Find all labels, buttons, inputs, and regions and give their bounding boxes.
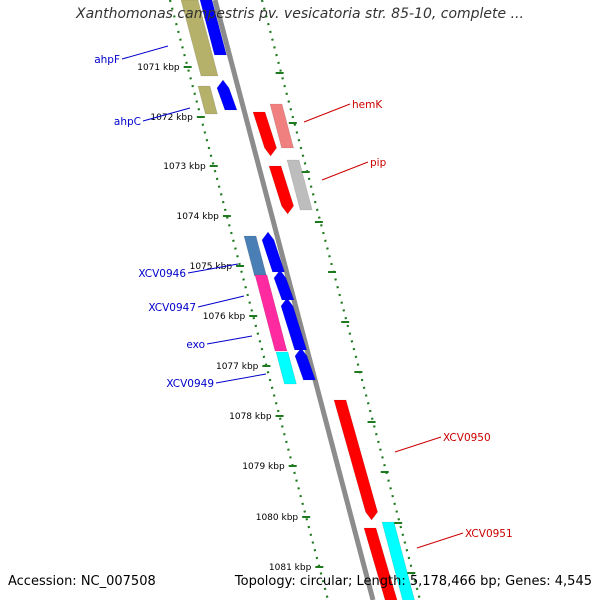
kbp-tick-label: 1078 kbp xyxy=(229,412,272,422)
gene-block-xcv0949 xyxy=(275,351,297,385)
kbp-tick-label: 1077 kbp xyxy=(216,362,259,372)
gene-label-exo: exo xyxy=(186,339,205,351)
kbp-tick-label: 1080 kbp xyxy=(256,513,299,523)
gene-block-hemk-a xyxy=(252,111,277,157)
gene-label-xcv0951: XCV0951 xyxy=(465,528,513,540)
gene-label-leader xyxy=(187,263,239,274)
kbp-tick-label: 1071 kbp xyxy=(137,63,180,73)
left-dotted-track xyxy=(168,0,330,600)
gene-features xyxy=(180,0,415,600)
gene-block-xcv0951 xyxy=(381,521,415,600)
gene-label-ahpf: ahpF xyxy=(94,54,120,66)
gene-block-xcv0950 xyxy=(333,399,378,521)
kbp-tick-label: 1076 kbp xyxy=(203,312,246,322)
gene-label-leader xyxy=(303,103,351,123)
gene-label-xcv0950: XCV0950 xyxy=(443,432,491,444)
gene-label-xcv0949: XCV0949 xyxy=(166,378,214,390)
gene-block-hemk xyxy=(269,103,294,149)
gene-label-leader xyxy=(206,335,253,345)
map-title: Xanthomonas campestris pv. vesicatoria s… xyxy=(76,6,524,22)
gene-block-ahpf xyxy=(180,0,219,77)
kbp-tick-label: 1079 kbp xyxy=(242,462,285,472)
gene-labels: ahpF ahpC XCV0946 XCV0947 exo XCV0949 hemK pip X… xyxy=(94,45,513,549)
gene-label-leader xyxy=(416,532,464,549)
gene-label-pip: pip xyxy=(370,157,387,169)
gene-label-xcv0947: XCV0947 xyxy=(148,302,196,314)
kbp-tick-label: 1073 kbp xyxy=(163,162,206,172)
kbp-tick-label: 1072 kbp xyxy=(150,113,193,123)
gene-label-leader xyxy=(197,295,245,308)
gene-label-leader xyxy=(321,161,369,181)
kbp-tick-label: 1074 kbp xyxy=(176,212,219,222)
gene-label-leader xyxy=(142,107,191,122)
gene-block-ahpc-b xyxy=(216,79,238,111)
gene-block-pip-a xyxy=(268,165,294,215)
gene-block-ahpc xyxy=(197,85,218,115)
gene-block-xcv0951-a xyxy=(363,527,398,600)
gene-block-xcv0949-b xyxy=(294,347,316,381)
genome-backbone xyxy=(212,0,376,600)
kbp-tick-labels: 1071 kbp 1072 kbp 1073 kbp 1074 kbp 1075 kbp… xyxy=(137,63,416,574)
gene-label-leader xyxy=(394,436,442,453)
gene-block-ahpf-b xyxy=(199,0,227,56)
gene-block-pip xyxy=(286,159,313,211)
gene-label-leader xyxy=(121,45,169,60)
gene-block-xcv0947 xyxy=(254,274,288,352)
kbp-tick-label: 1075 kbp xyxy=(190,262,233,272)
gene-label-xcv0946: XCV0946 xyxy=(138,268,186,280)
topology-text: Topology: circular; Length: 5,178,466 bp… xyxy=(234,574,592,589)
accession-text: Accession: NC_007508 xyxy=(8,574,156,589)
kbp-tick-label: 1081 kbp xyxy=(269,563,312,573)
gene-label-hemk: hemK xyxy=(352,99,383,111)
gene-label-ahpc: ahpC xyxy=(114,116,141,128)
gene-label-leader xyxy=(215,373,267,384)
